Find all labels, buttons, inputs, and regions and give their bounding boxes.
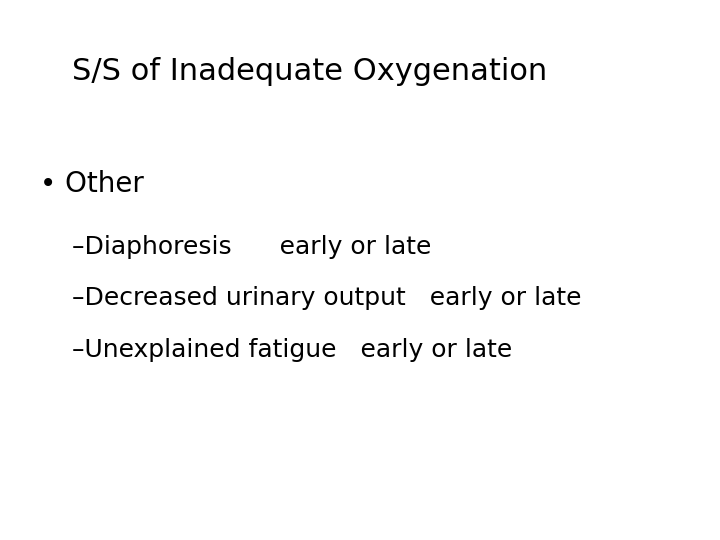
Text: –Decreased urinary output   early or late: –Decreased urinary output early or late xyxy=(72,286,582,310)
Text: S/S of Inadequate Oxygenation: S/S of Inadequate Oxygenation xyxy=(72,57,547,86)
Text: –Unexplained fatigue   early or late: –Unexplained fatigue early or late xyxy=(72,338,512,361)
Text: • Other: • Other xyxy=(40,170,143,198)
Text: –Diaphoresis      early or late: –Diaphoresis early or late xyxy=(72,235,431,259)
